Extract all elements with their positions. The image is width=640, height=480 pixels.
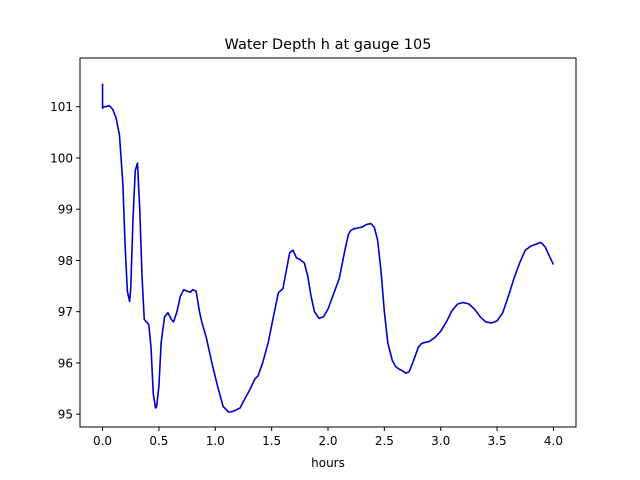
y-tick-label: 99 xyxy=(58,203,73,217)
x-tick-label: 3.5 xyxy=(488,434,507,448)
y-tick-label: 96 xyxy=(58,356,73,370)
x-axis-ticks: 0.0 0.5 1.0 1.5 2.0 2.5 3.0 3.5 4.0 xyxy=(93,427,563,448)
x-tick-label: 4.0 xyxy=(544,434,563,448)
y-tick-label: 97 xyxy=(58,305,73,319)
plot-frame xyxy=(79,57,577,428)
y-tick-label: 95 xyxy=(58,408,73,422)
chart-title: Water Depth h at gauge 105 xyxy=(225,37,432,53)
x-tick-label: 0.0 xyxy=(93,434,112,448)
x-tick-label: 2.0 xyxy=(318,434,337,448)
y-tick-label: 98 xyxy=(58,254,73,268)
x-tick-label: 3.0 xyxy=(431,434,450,448)
y-tick-label: 101 xyxy=(50,100,73,114)
x-tick-label: 2.5 xyxy=(375,434,394,448)
series-layer xyxy=(101,83,555,413)
x-tick-label: 1.0 xyxy=(206,434,225,448)
x-tick-label: 1.5 xyxy=(262,434,281,448)
x-axis-label: hours xyxy=(311,456,345,470)
y-axis-ticks: 95 96 97 98 99 100 101 xyxy=(50,100,80,422)
series-line-0 xyxy=(101,83,555,413)
y-tick-label: 100 xyxy=(50,151,73,165)
x-tick-label: 0.5 xyxy=(149,434,168,448)
